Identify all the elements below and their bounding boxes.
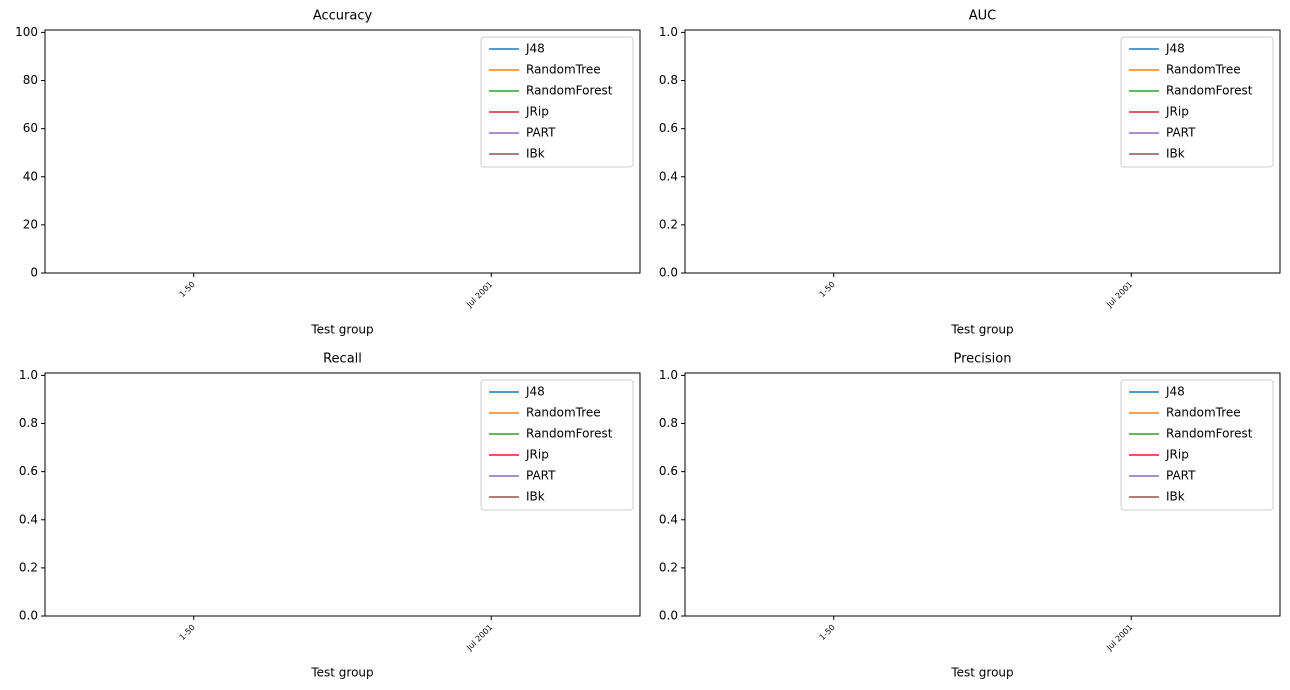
axes-frame xyxy=(684,29,1281,274)
legend-label: RandomForest xyxy=(1166,84,1253,98)
y-tick-label: 100 xyxy=(15,25,38,39)
axes-frame xyxy=(684,372,1281,617)
y-tick-label: 0.8 xyxy=(659,416,678,430)
legend-label: RandomForest xyxy=(526,84,613,98)
legend-label: PART xyxy=(526,126,556,140)
legend-box xyxy=(1120,36,1274,168)
legend: J48 RandomTree RandomForest JRip PART IBk xyxy=(1120,36,1274,168)
legend-label: IBk xyxy=(526,147,545,161)
legend-label: J48 xyxy=(525,385,545,399)
legend-label: PART xyxy=(1166,126,1196,140)
y-tick-label: 0.6 xyxy=(659,121,678,135)
legend-label: RandomTree xyxy=(526,63,601,77)
y-tick-label: 40 xyxy=(23,169,38,183)
subplot: AUC Test group 0.0 0.2 0.4 0.6 0.8 1.0 1-50 Jul 2… xyxy=(659,9,1281,337)
x-tick-label: 1-50 xyxy=(178,623,197,642)
legend-label: J48 xyxy=(1165,42,1185,56)
legend: J48 RandomTree RandomForest JRip PART IBk xyxy=(1120,379,1274,511)
axes-frame xyxy=(44,29,641,274)
legend-label: JRip xyxy=(1165,448,1189,462)
x-axis-label: Test group xyxy=(310,323,373,337)
x-axis-label: Test group xyxy=(950,323,1013,337)
x-tick-label: 1-50 xyxy=(818,623,837,642)
y-tick-label: 80 xyxy=(23,73,38,87)
legend-label: RandomForest xyxy=(1166,427,1253,441)
y-tick-label: 0.0 xyxy=(19,609,38,623)
y-tick-label: 1.0 xyxy=(659,25,678,39)
y-tick-label: 20 xyxy=(23,217,38,231)
legend-box xyxy=(1120,379,1274,511)
legend-label: J48 xyxy=(525,42,545,56)
y-tick-label: 0.6 xyxy=(19,464,38,478)
x-tick-label: Jul 2001 xyxy=(464,280,494,310)
legend-label: JRip xyxy=(525,448,549,462)
subplot-title: Precision xyxy=(953,352,1011,367)
subplot-title: AUC xyxy=(969,9,997,24)
y-tick-label: 1.0 xyxy=(19,368,38,382)
legend-label: RandomTree xyxy=(526,406,601,420)
legend-label: RandomTree xyxy=(1166,63,1241,77)
x-axis-label: Test group xyxy=(310,666,373,680)
y-tick-label: 0.2 xyxy=(659,217,678,231)
legend-box xyxy=(480,379,634,511)
y-tick-label: 0.4 xyxy=(659,512,678,526)
x-tick-label: 1-50 xyxy=(178,280,197,299)
legend-label: JRip xyxy=(1165,105,1189,119)
subplot: Precision Test group 0.0 0.2 0.4 0.6 0.8 1.0 1-5… xyxy=(659,352,1281,680)
legend-label: RandomForest xyxy=(526,427,613,441)
legend-label: PART xyxy=(526,469,556,483)
x-tick-label: 1-50 xyxy=(818,280,837,299)
y-tick-label: 0.0 xyxy=(659,266,678,280)
legend: J48 RandomTree RandomForest JRip PART IBk xyxy=(480,36,634,168)
legend-label: IBk xyxy=(526,490,545,504)
legend-box xyxy=(480,36,634,168)
legend-label: JRip xyxy=(525,105,549,119)
y-tick-label: 0.6 xyxy=(659,464,678,478)
legend-label: PART xyxy=(1166,469,1196,483)
legend-label: IBk xyxy=(1166,490,1185,504)
axes-frame xyxy=(44,372,641,617)
subplot-title: Accuracy xyxy=(313,9,373,24)
legend-label: RandomTree xyxy=(1166,406,1241,420)
x-axis-label: Test group xyxy=(950,666,1013,680)
subplot: Recall Test group 0.0 0.2 0.4 0.6 0.8 1.0 1-50 Ju… xyxy=(19,352,641,680)
legend: J48 RandomTree RandomForest JRip PART IBk xyxy=(480,379,634,511)
y-tick-label: 0.4 xyxy=(19,512,38,526)
y-tick-label: 0 xyxy=(30,266,38,280)
y-tick-label: 60 xyxy=(23,121,38,135)
y-tick-label: 0.2 xyxy=(19,560,38,574)
subplot-title: Recall xyxy=(323,352,362,367)
x-tick-label: Jul 2001 xyxy=(464,623,494,653)
y-tick-label: 0.4 xyxy=(659,169,678,183)
x-tick-label: Jul 2001 xyxy=(1104,623,1134,653)
x-tick-label: Jul 2001 xyxy=(1104,280,1134,310)
y-tick-label: 1.0 xyxy=(659,368,678,382)
subplot: Accuracy Test group 0 20 40 60 80 100 1-50 Jul 20… xyxy=(15,9,641,337)
y-tick-label: 0.8 xyxy=(659,73,678,87)
y-tick-label: 0.2 xyxy=(659,560,678,574)
legend-label: J48 xyxy=(1165,385,1185,399)
legend-label: IBk xyxy=(1166,147,1185,161)
y-tick-label: 0.0 xyxy=(659,609,678,623)
y-tick-label: 0.8 xyxy=(19,416,38,430)
